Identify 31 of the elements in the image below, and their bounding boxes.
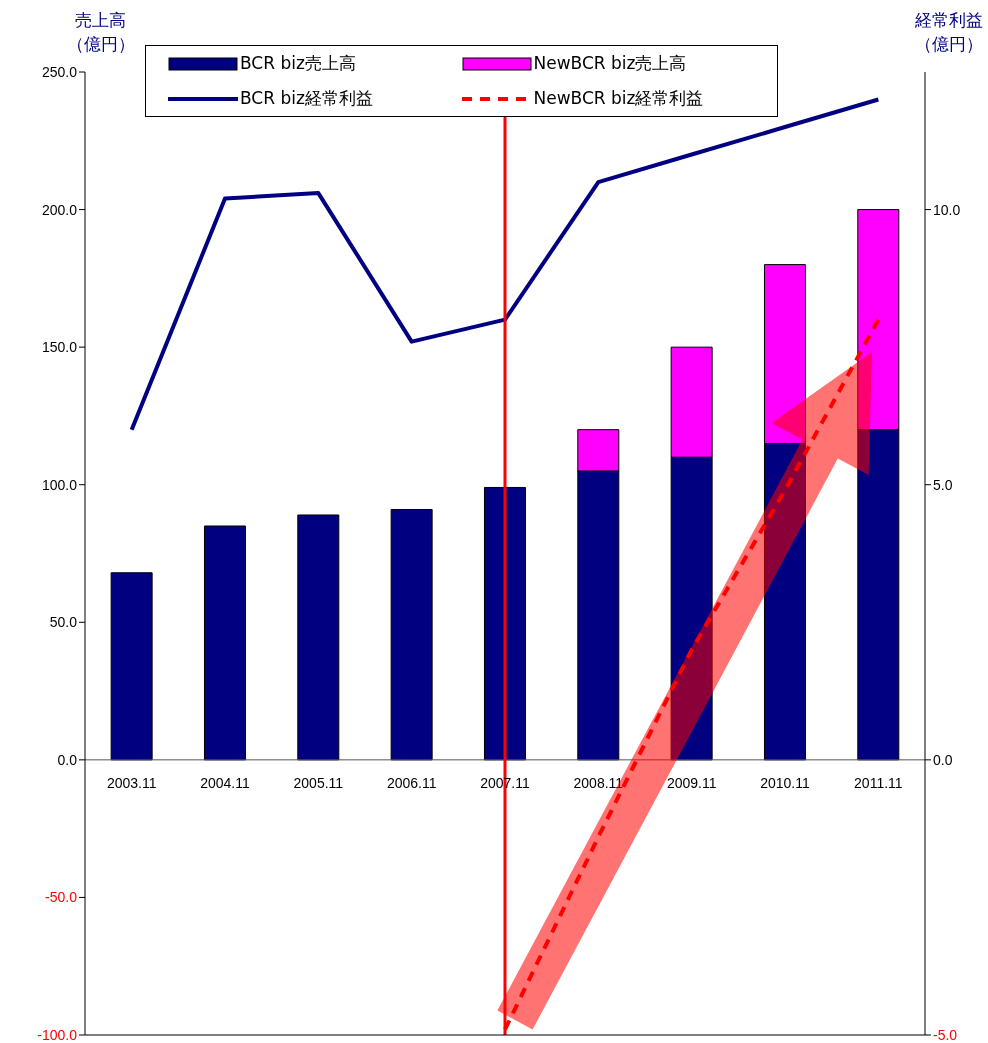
y2-tick-label: -5.0 — [933, 1027, 958, 1043]
y2-tick-label: 10.0 — [933, 201, 961, 218]
legend-label: NewBCR biz売上高 — [533, 52, 687, 75]
bar — [390, 508, 433, 761]
y-tick-label: 100.0 — [41, 476, 78, 493]
bar — [483, 486, 526, 761]
legend-label: BCR biz経常利益 — [240, 87, 373, 110]
x-tick-label: 2009.11 — [666, 774, 717, 791]
y-tick-label: 0.0 — [57, 751, 78, 768]
x-tick-label: 2003.11 — [106, 774, 157, 791]
x-tick-label: 2004.11 — [200, 774, 250, 791]
x-tick-label: 2006.11 — [386, 774, 437, 791]
bar — [203, 525, 246, 761]
bar — [110, 572, 153, 761]
y-axis-title: 売上高（億円） — [65, 9, 136, 56]
y-tick-label: 50.0 — [49, 614, 78, 631]
legend-label: NewBCR biz経常利益 — [533, 87, 704, 110]
y2-tick-label: 5.0 — [933, 476, 953, 493]
y-tick-label: -50.0 — [45, 889, 78, 906]
y-tick-label: 200.0 — [41, 201, 78, 218]
x-tick-label: 2010.11 — [760, 774, 810, 791]
bar — [297, 514, 340, 761]
y2-axis-title: 経常利益（億円） — [914, 9, 985, 56]
y-tick-label: 250.0 — [41, 64, 78, 80]
x-tick-label: 2005.11 — [293, 774, 344, 791]
x-tick-label: 2011.11 — [854, 774, 903, 791]
legend-label: BCR biz売上高 — [240, 52, 356, 75]
y-tick-label: -100.0 — [37, 1027, 78, 1043]
y2-tick-label: 0.0 — [933, 751, 953, 768]
y-tick-label: 150.0 — [41, 339, 78, 356]
x-tick-label: 2008.11 — [573, 774, 624, 791]
